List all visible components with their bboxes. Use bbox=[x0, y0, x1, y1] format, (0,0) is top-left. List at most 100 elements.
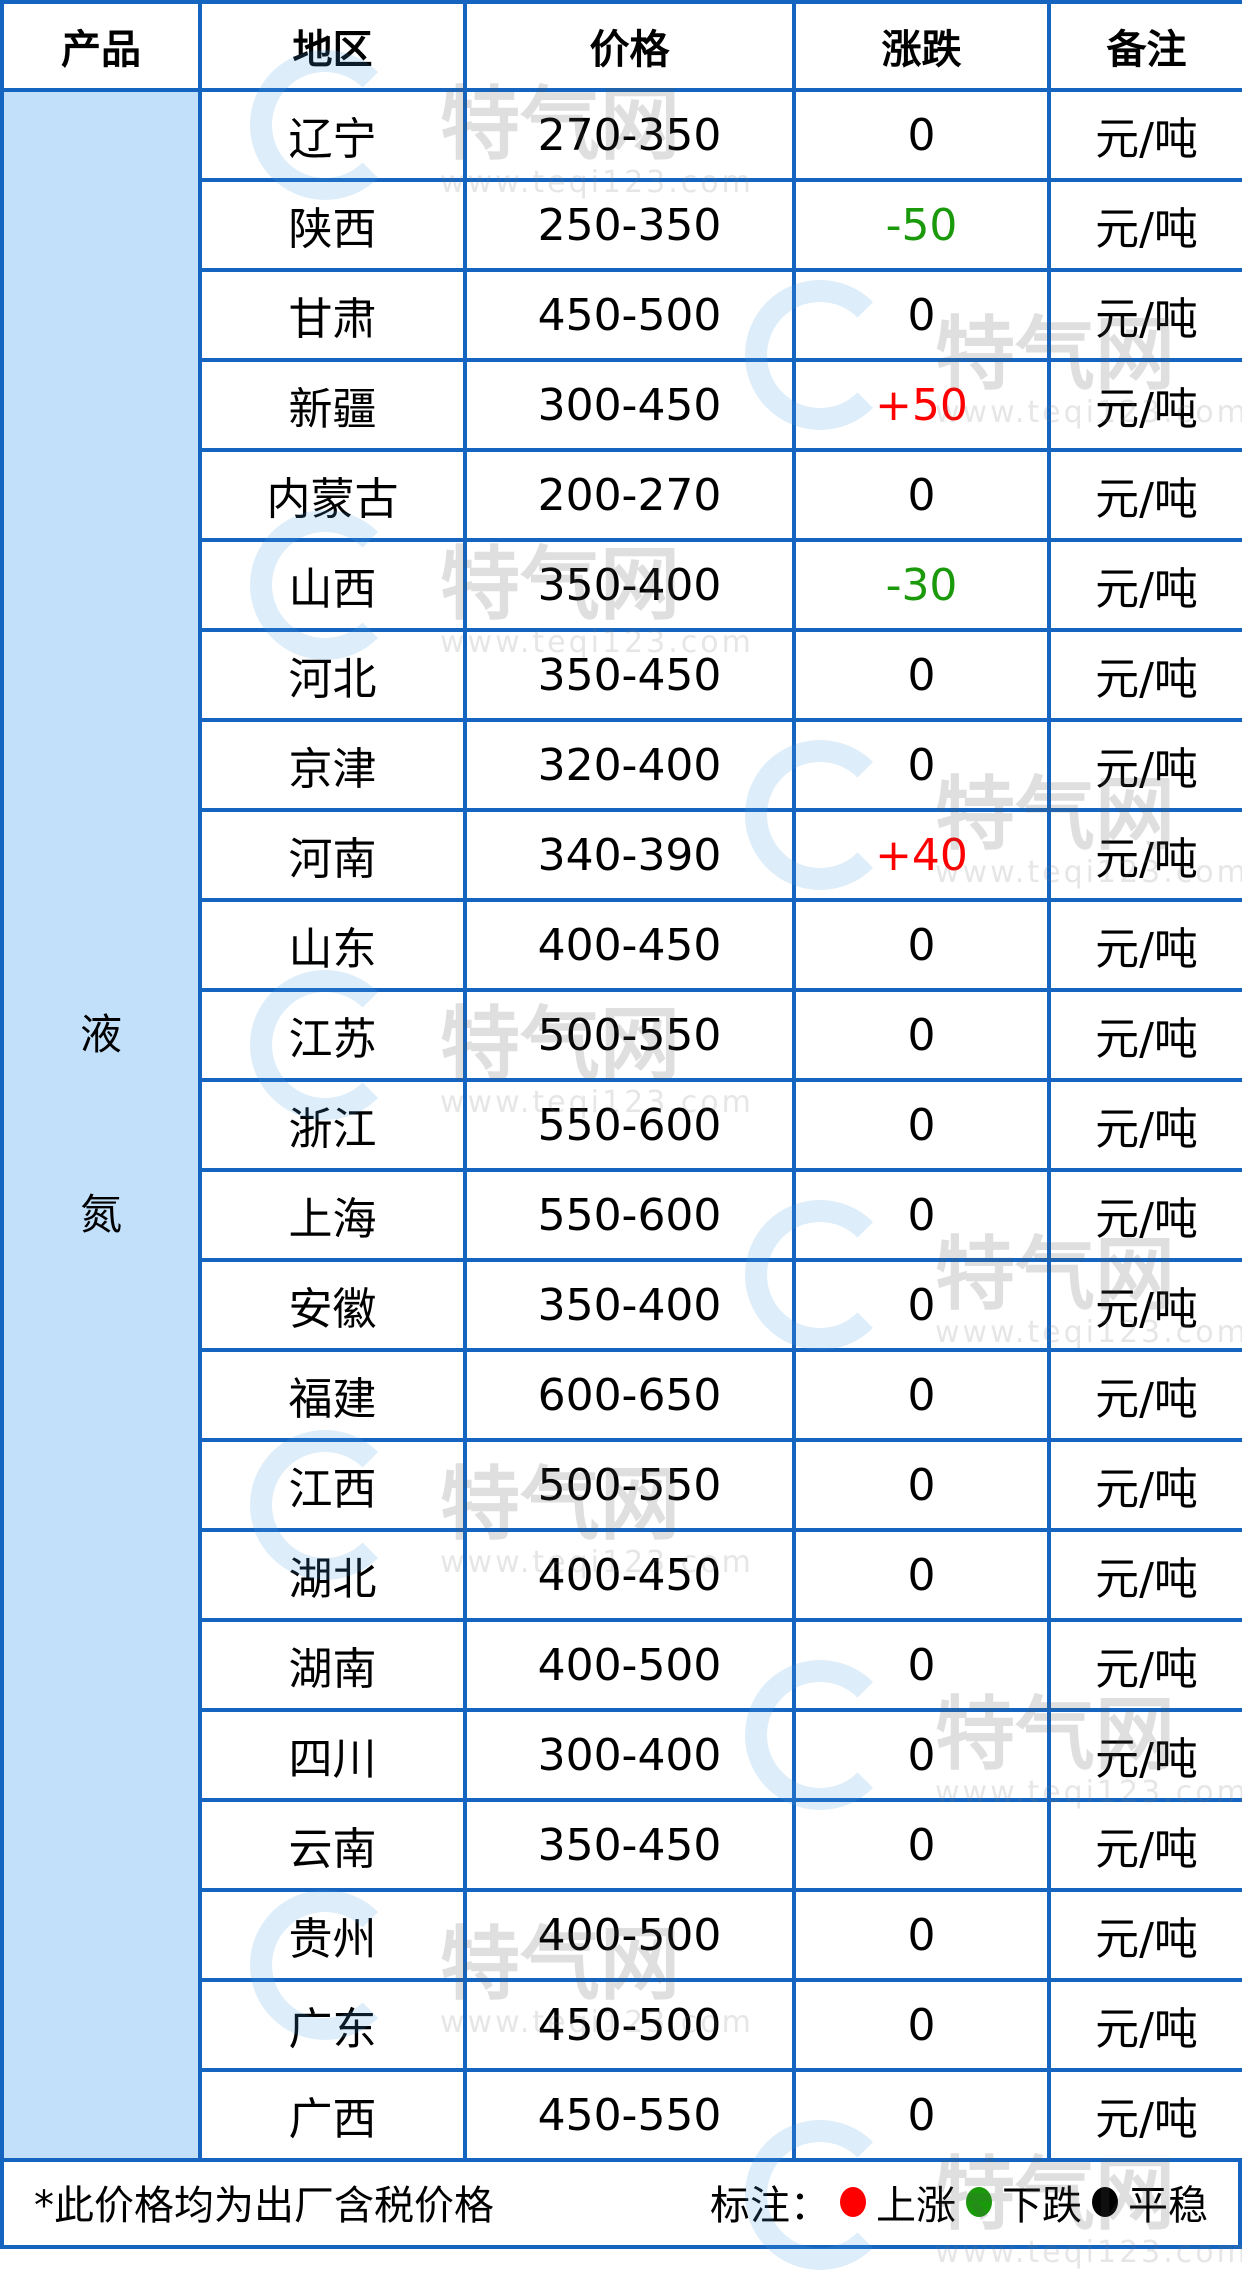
table-row: 江西 500-550 0 元/吨 bbox=[2, 1438, 1242, 1532]
table-row: 湖南 400-500 0 元/吨 bbox=[2, 1618, 1242, 1712]
region-cell: 云南 bbox=[198, 1798, 467, 1892]
black-dot-icon bbox=[1092, 2186, 1118, 2217]
region-cell: 广西 bbox=[198, 2068, 467, 2162]
change-cell: 0 bbox=[792, 988, 1051, 1082]
note-cell: 元/吨 bbox=[1047, 1708, 1242, 1802]
change-cell: 0 bbox=[792, 1798, 1051, 1892]
table-row: 内蒙古 200-270 0 元/吨 bbox=[2, 448, 1242, 542]
region-cell: 湖北 bbox=[198, 1528, 467, 1622]
legend: 标注： 上涨 下跌 平稳 bbox=[710, 2173, 1208, 2231]
price-cell: 550-600 bbox=[463, 1168, 796, 1262]
table-row: 山东 400-450 0 元/吨 bbox=[2, 898, 1242, 992]
price-cell: 300-400 bbox=[463, 1708, 796, 1802]
note-cell: 元/吨 bbox=[1047, 898, 1242, 992]
price-cell: 500-550 bbox=[463, 1438, 796, 1532]
table-row: 江苏 500-550 0 元/吨 bbox=[2, 988, 1242, 1082]
note-cell: 元/吨 bbox=[1047, 538, 1242, 632]
region-cell: 上海 bbox=[198, 1168, 467, 1262]
table-row: 浙江 550-600 0 元/吨 bbox=[2, 1078, 1242, 1172]
region-cell: 内蒙古 bbox=[198, 448, 467, 542]
change-cell: 0 bbox=[792, 628, 1051, 722]
change-cell: 0 bbox=[792, 1168, 1051, 1262]
price-cell: 450-500 bbox=[463, 268, 796, 362]
price-cell: 400-450 bbox=[463, 898, 796, 992]
price-cell: 250-350 bbox=[463, 178, 796, 272]
table-row: 京津 320-400 0 元/吨 bbox=[2, 718, 1242, 812]
change-cell: +50 bbox=[792, 358, 1051, 452]
price-cell: 200-270 bbox=[463, 448, 796, 542]
change-cell: 0 bbox=[792, 1618, 1051, 1712]
change-cell: 0 bbox=[792, 268, 1051, 362]
header-change: 涨跌 bbox=[792, 0, 1051, 92]
price-cell: 270-350 bbox=[463, 88, 796, 182]
change-cell: 0 bbox=[792, 1978, 1051, 2072]
region-cell: 贵州 bbox=[198, 1888, 467, 1982]
price-cell: 350-400 bbox=[463, 1258, 796, 1352]
note-cell: 元/吨 bbox=[1047, 1618, 1242, 1712]
table-row: 福建 600-650 0 元/吨 bbox=[2, 1348, 1242, 1442]
note-cell: 元/吨 bbox=[1047, 718, 1242, 812]
region-cell: 广东 bbox=[198, 1978, 467, 2072]
table-row: 广西 450-550 0 元/吨 bbox=[2, 2068, 1242, 2162]
note-cell: 元/吨 bbox=[1047, 2068, 1242, 2162]
table-row: 四川 300-400 0 元/吨 bbox=[2, 1708, 1242, 1802]
note-cell: 元/吨 bbox=[1047, 358, 1242, 452]
header-note: 备注 bbox=[1047, 0, 1242, 92]
region-cell: 江西 bbox=[198, 1438, 467, 1532]
region-cell: 江苏 bbox=[198, 988, 467, 1082]
change-cell: 0 bbox=[792, 1438, 1051, 1532]
footer-note: *此价格均为出厂含税价格 bbox=[34, 2182, 494, 2229]
table-row: 陕西 250-350 -50 元/吨 bbox=[2, 178, 1242, 272]
table-row: 云南 350-450 0 元/吨 bbox=[2, 1798, 1242, 1892]
change-cell: -50 bbox=[792, 178, 1051, 272]
note-cell: 元/吨 bbox=[1047, 628, 1242, 722]
note-cell: 元/吨 bbox=[1047, 1348, 1242, 1442]
header-row: 产品 地区 价格 涨跌 备注 bbox=[0, 0, 1242, 92]
change-cell: 0 bbox=[792, 88, 1051, 182]
header-product: 产品 bbox=[0, 0, 202, 92]
change-cell: 0 bbox=[792, 2068, 1051, 2162]
note-cell: 元/吨 bbox=[1047, 1168, 1242, 1262]
note-cell: 元/吨 bbox=[1047, 1438, 1242, 1532]
note-cell: 元/吨 bbox=[1047, 178, 1242, 272]
price-cell: 300-450 bbox=[463, 358, 796, 452]
region-cell: 新疆 bbox=[198, 358, 467, 452]
note-cell: 元/吨 bbox=[1047, 1258, 1242, 1352]
change-cell: 0 bbox=[792, 448, 1051, 542]
table-row: 上海 550-600 0 元/吨 bbox=[2, 1168, 1242, 1262]
note-cell: 元/吨 bbox=[1047, 1888, 1242, 1982]
table-row: 河南 340-390 +40 元/吨 bbox=[2, 808, 1242, 902]
price-cell: 350-450 bbox=[463, 1798, 796, 1892]
region-cell: 河南 bbox=[198, 808, 467, 902]
change-cell: 0 bbox=[792, 1708, 1051, 1802]
table-row: 河北 350-450 0 元/吨 bbox=[2, 628, 1242, 722]
product-char: 氮 bbox=[79, 1190, 122, 1239]
table-row: 湖北 400-450 0 元/吨 bbox=[2, 1528, 1242, 1622]
price-table: 产品 地区 价格 涨跌 备注 液氮辽宁 270-350 0 元/吨 陕西 250-350-… bbox=[0, 0, 1242, 2162]
note-cell: 元/吨 bbox=[1047, 808, 1242, 902]
region-cell: 河北 bbox=[198, 628, 467, 722]
change-cell: +40 bbox=[792, 808, 1051, 902]
price-cell: 350-450 bbox=[463, 628, 796, 722]
price-cell: 400-450 bbox=[463, 1528, 796, 1622]
note-cell: 元/吨 bbox=[1047, 1078, 1242, 1172]
note-cell: 元/吨 bbox=[1047, 988, 1242, 1082]
legend-flat: 平稳 bbox=[1128, 2182, 1208, 2229]
table-row: 安徽 350-400 0 元/吨 bbox=[2, 1258, 1242, 1352]
price-cell: 500-550 bbox=[463, 988, 796, 1082]
region-cell: 安徽 bbox=[198, 1258, 467, 1352]
note-cell: 元/吨 bbox=[1047, 1978, 1242, 2072]
red-dot-icon bbox=[840, 2186, 866, 2217]
table-row: 广东 450-500 0 元/吨 bbox=[2, 1978, 1242, 2072]
header-price: 价格 bbox=[463, 0, 796, 92]
change-cell: 0 bbox=[792, 898, 1051, 992]
legend-down: 下跌 bbox=[1002, 2182, 1082, 2229]
note-cell: 元/吨 bbox=[1047, 268, 1242, 362]
green-dot-icon bbox=[966, 2186, 992, 2217]
region-cell: 辽宁 bbox=[198, 88, 467, 182]
price-cell: 340-390 bbox=[463, 808, 796, 902]
region-cell: 四川 bbox=[198, 1708, 467, 1802]
note-cell: 元/吨 bbox=[1047, 1798, 1242, 1892]
product-char: 液 bbox=[79, 1010, 122, 1059]
note-cell: 元/吨 bbox=[1047, 88, 1242, 182]
